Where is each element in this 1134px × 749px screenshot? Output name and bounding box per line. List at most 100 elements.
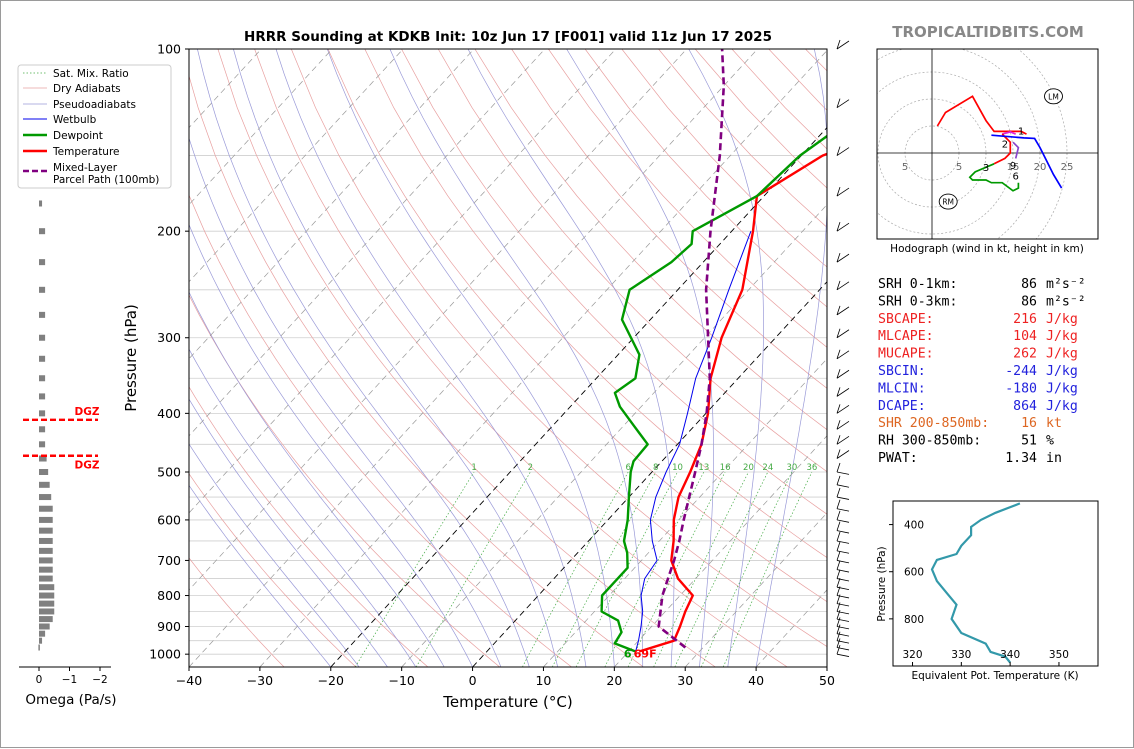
- theta-e-ytick-label: 400: [904, 520, 924, 532]
- stat-label: SRH 0-1km:: [878, 277, 957, 292]
- hodo-ring-label: 5: [902, 162, 908, 173]
- dgz-label: DGZ: [75, 406, 100, 418]
- wind-barb-flag: [837, 570, 840, 579]
- mixing-ratio-label: 20: [743, 463, 754, 473]
- wind-barb-flag: [837, 522, 840, 531]
- omega-bar: [39, 393, 45, 399]
- wind-barb: [837, 330, 849, 338]
- x-tick-label: −40: [176, 673, 202, 688]
- stat-unit: %: [1046, 434, 1054, 449]
- skewt-data-lines: [602, 49, 1084, 652]
- y-tick-label: 900: [157, 619, 181, 634]
- omega-bar: [39, 538, 53, 544]
- dry-adiabat: [512, 49, 1134, 667]
- hodo-trace-purple: [1013, 142, 1018, 158]
- y-tick-label: 500: [157, 465, 181, 480]
- omega-bar: [39, 469, 48, 475]
- theta-e-xtick-label: 340: [1000, 649, 1020, 661]
- stat-unit: J/kg: [1046, 312, 1078, 327]
- legend-label: Temperature: [52, 146, 120, 158]
- x-tick-label: 50: [819, 673, 835, 688]
- hodo-ring-label: 25: [1061, 162, 1074, 173]
- wind-barb-flag: [837, 542, 840, 551]
- series-mixed-layer-parcel-path-mb-: [659, 49, 724, 648]
- surface-temp-label: 69F: [634, 648, 657, 661]
- mixing-ratio-line: [723, 472, 812, 667]
- wind-barb: [837, 388, 849, 396]
- legend-label: Sat. Mix. Ratio: [53, 68, 129, 80]
- stat-value: 104: [1013, 329, 1037, 344]
- stat-label: SBCIN:: [878, 364, 926, 379]
- legend-label: Dewpoint: [53, 130, 103, 142]
- mixing-ratio-label: 36: [807, 463, 818, 473]
- omega-bar: [39, 426, 45, 432]
- wind-barb: [837, 351, 849, 359]
- stat-value: 16: [1021, 416, 1037, 431]
- omega-axis-label: Omega (Pa/s): [25, 692, 116, 708]
- series-wetbulb: [636, 231, 751, 651]
- stat-unit: m²s⁻²: [1046, 294, 1086, 309]
- omega-bar: [39, 616, 53, 622]
- y-tick-label: 400: [157, 406, 181, 421]
- theta-e-ytick-label: 600: [904, 567, 924, 579]
- wind-barb: [837, 485, 849, 487]
- hodo-trace-red: [937, 96, 1026, 134]
- legend-label: Dry Adiabats: [53, 83, 121, 95]
- omega-bar: [39, 228, 45, 234]
- isotherm-line: [118, 49, 687, 667]
- omega-bar: [39, 356, 45, 362]
- legend-label: Parcel Path (100mb): [53, 174, 159, 186]
- omega-bar: [39, 593, 54, 599]
- wind-barb: [837, 551, 849, 553]
- stat-value: 86: [1021, 294, 1037, 309]
- omega-bar: [39, 638, 42, 644]
- stat-unit: in: [1046, 451, 1062, 466]
- mixing-ratio-label: 2: [528, 463, 533, 473]
- theta-e-line: [932, 503, 1020, 662]
- wind-barb: [837, 421, 849, 429]
- wind-barb-flag: [837, 511, 840, 520]
- omega-bar: [39, 548, 53, 554]
- omega-bar: [38, 645, 40, 651]
- omega-bar: [39, 441, 45, 447]
- theta-e-xtick-label: 320: [903, 649, 923, 661]
- wind-barb: [837, 282, 849, 290]
- mixing-ratio-label: 13: [698, 463, 709, 473]
- x-tick-label: −10: [388, 673, 414, 688]
- stat-label: MLCIN:: [878, 381, 926, 396]
- wind-barb: [837, 541, 849, 543]
- hodo-height-label: 3: [983, 163, 989, 174]
- wind-barb-flag: [837, 488, 840, 497]
- omega-tick-label: −2: [92, 674, 107, 686]
- omega-bar: [39, 287, 45, 293]
- stat-label: PWAT:: [878, 451, 918, 466]
- isotherm-line: [331, 49, 900, 667]
- legend-label: Wetbulb: [53, 114, 97, 126]
- legend-label: Pseudoadiabats: [53, 99, 136, 111]
- legend: Sat. Mix. Ratio Dry Adiabats Pseudoadiabat…: [18, 65, 171, 188]
- hodo-ring-label: 20: [1034, 162, 1047, 173]
- y-tick-label: 600: [157, 512, 181, 527]
- omega-bar: [39, 312, 45, 318]
- hodo-ring-label: 5: [956, 162, 962, 173]
- stat-unit: J/kg: [1046, 347, 1078, 362]
- stat-value: 864: [1013, 399, 1037, 414]
- stat-unit: kt: [1046, 416, 1062, 431]
- x-tick-label: 10: [535, 673, 551, 688]
- theta-e-ytick-label: 800: [904, 614, 924, 626]
- wind-barb: [837, 254, 849, 262]
- wind-barb-flag: [837, 578, 840, 587]
- watermark-text: TROPICALTIDBITS.COM: [892, 23, 1084, 41]
- mixing-ratio-label: 8: [653, 463, 658, 473]
- x-tick-label: 40: [748, 673, 764, 688]
- mixing-ratio-line: [654, 472, 749, 667]
- mixing-ratio-label: 6: [626, 463, 631, 473]
- wind-barb: [837, 100, 849, 108]
- stat-value: 1.34: [1005, 451, 1037, 466]
- hodo-height-label: 9: [1010, 161, 1016, 172]
